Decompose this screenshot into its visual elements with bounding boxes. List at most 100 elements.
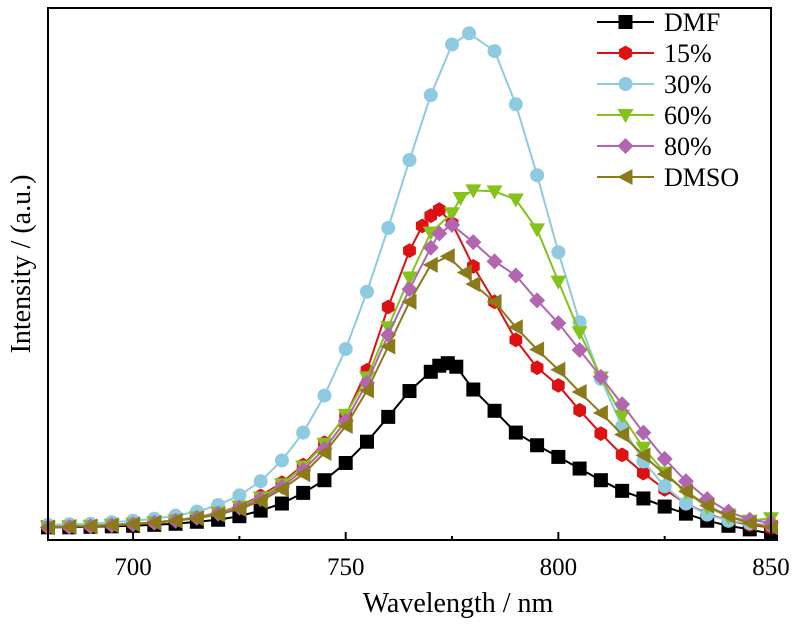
legend-label: 30% bbox=[664, 70, 712, 99]
legend-marker bbox=[617, 109, 634, 123]
data-point-dmso bbox=[422, 256, 438, 273]
data-point-dmf bbox=[317, 473, 332, 488]
data-point-60-percent bbox=[571, 326, 588, 341]
x-tick-label: 700 bbox=[114, 554, 152, 581]
data-point-80-percent bbox=[571, 342, 588, 358]
legend-label: 60% bbox=[664, 101, 712, 130]
data-point-15-percent bbox=[509, 332, 523, 348]
data-point-dmso bbox=[146, 514, 162, 531]
data-point-dmso bbox=[82, 518, 98, 535]
data-point-dmso bbox=[571, 384, 587, 401]
data-point-30-percent bbox=[317, 388, 332, 403]
data-point-60-percent bbox=[529, 223, 546, 238]
data-point-15-percent bbox=[381, 299, 395, 315]
data-point-15-percent bbox=[403, 243, 416, 258]
data-point-dmso bbox=[486, 293, 502, 310]
data-point-15-percent bbox=[432, 202, 446, 217]
data-point-dmf bbox=[530, 438, 545, 453]
data-point-60-percent bbox=[635, 441, 652, 456]
data-point-60-percent bbox=[444, 207, 461, 222]
data-point-80-percent bbox=[656, 450, 673, 467]
data-point-dmso bbox=[592, 404, 608, 421]
x-axis-label: Wavelength / nm bbox=[363, 588, 554, 619]
data-point-dmso bbox=[358, 382, 374, 399]
data-point-dmso bbox=[741, 515, 757, 532]
data-point-dmf bbox=[593, 473, 608, 488]
data-point-dmf bbox=[296, 485, 311, 500]
legend-entry-15-percent: 15% bbox=[597, 39, 712, 68]
x-tick-label: 850 bbox=[752, 554, 790, 581]
data-point-15-percent bbox=[573, 402, 586, 418]
data-point-dmf bbox=[338, 455, 353, 470]
x-tick-label: 750 bbox=[327, 554, 365, 581]
data-point-30-percent bbox=[445, 37, 460, 52]
data-point-80-percent bbox=[529, 292, 546, 309]
data-point-dmso bbox=[456, 264, 472, 281]
data-point-dmf bbox=[508, 425, 523, 440]
data-point-15-percent bbox=[594, 426, 608, 441]
data-point-60-percent bbox=[452, 192, 469, 206]
data-point-60-percent bbox=[465, 184, 482, 199]
legend-marker bbox=[618, 15, 633, 29]
data-point-dmf bbox=[449, 359, 464, 374]
legend-marker bbox=[617, 169, 633, 185]
legend-label: 15% bbox=[664, 39, 712, 68]
data-point-30-percent bbox=[657, 479, 672, 494]
data-point-dmso bbox=[125, 516, 141, 533]
data-point-dmso bbox=[677, 483, 693, 500]
data-point-30-percent bbox=[232, 488, 247, 503]
data-point-dmf bbox=[657, 499, 672, 514]
data-point-dmso bbox=[188, 510, 204, 527]
data-point-60-percent bbox=[401, 271, 418, 286]
data-point-30-percent bbox=[462, 26, 477, 41]
data-point-80-percent bbox=[592, 368, 609, 385]
data-point-dmso bbox=[316, 444, 332, 461]
data-point-80-percent bbox=[422, 239, 439, 256]
data-point-dmf bbox=[615, 483, 630, 498]
data-point-dmso bbox=[210, 506, 226, 523]
data-point-dmf bbox=[402, 384, 417, 399]
data-point-15-percent bbox=[637, 465, 650, 481]
data-point-80-percent bbox=[507, 267, 524, 284]
y-axis-label: Intensity / (a.u.) bbox=[6, 175, 37, 354]
data-point-dmso bbox=[656, 466, 672, 483]
data-point-dmf bbox=[274, 496, 289, 511]
data-point-dmso bbox=[614, 426, 630, 443]
data-point-15-percent bbox=[552, 378, 565, 393]
data-point-dmf bbox=[678, 506, 693, 521]
data-point-30-percent bbox=[551, 245, 566, 260]
data-point-30-percent bbox=[530, 168, 545, 183]
data-point-dmso bbox=[273, 481, 289, 498]
data-point-dmso bbox=[550, 361, 566, 378]
data-point-dmso bbox=[61, 518, 77, 535]
data-point-60-percent bbox=[614, 409, 631, 424]
data-point-30-percent bbox=[487, 44, 502, 59]
legend-entry-30-percent: 30% bbox=[597, 70, 712, 99]
data-point-dmso bbox=[439, 248, 455, 265]
data-point-dmso bbox=[507, 319, 523, 336]
data-point-60-percent bbox=[550, 275, 567, 290]
data-point-30-percent bbox=[402, 153, 417, 167]
legend-entry-60-percent: 60% bbox=[597, 101, 712, 130]
data-point-dmso bbox=[401, 293, 417, 310]
data-point-60-percent bbox=[486, 185, 503, 200]
data-point-80-percent bbox=[465, 234, 482, 251]
data-point-dmf bbox=[551, 449, 566, 464]
x-tick-label: 800 bbox=[540, 554, 578, 581]
data-point-dmso bbox=[635, 447, 651, 464]
legend-entry-80-percent: 80% bbox=[597, 132, 712, 161]
legend-marker bbox=[618, 77, 633, 91]
data-point-dmso bbox=[529, 341, 545, 358]
data-point-60-percent bbox=[507, 193, 524, 208]
data-point-15-percent bbox=[615, 447, 629, 463]
legend-marker bbox=[617, 138, 634, 154]
data-point-dmso bbox=[103, 517, 119, 534]
legend-entry-dmso: DMSO bbox=[597, 163, 739, 192]
axes: 700 750 800 850 bbox=[47, 7, 790, 581]
data-point-80-percent bbox=[431, 225, 448, 242]
data-point-dmf bbox=[487, 403, 502, 418]
data-point-80-percent bbox=[635, 424, 652, 441]
data-point-dmso bbox=[337, 418, 353, 434]
data-point-30-percent bbox=[381, 220, 396, 235]
